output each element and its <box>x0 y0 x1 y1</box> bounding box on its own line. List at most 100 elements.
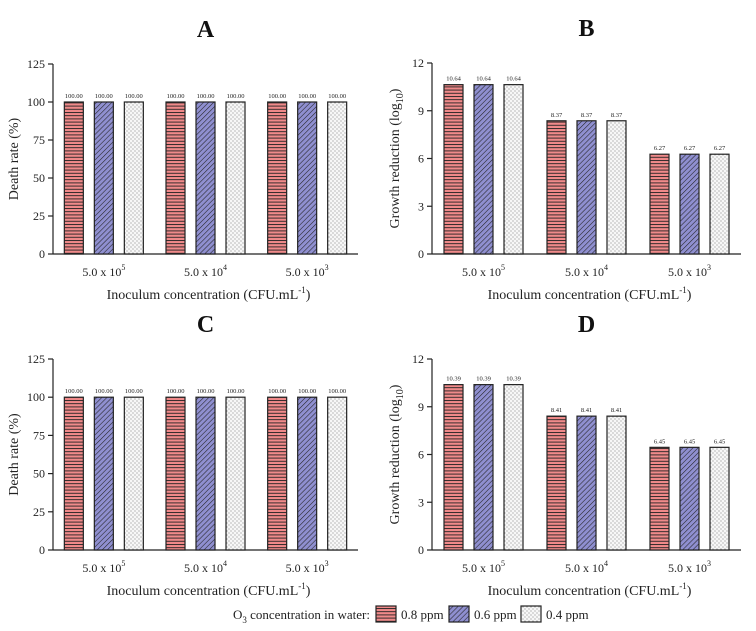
bar <box>679 153 700 255</box>
bar-data-label: 8.37 <box>551 112 563 119</box>
y-tick-label: 100 <box>27 390 45 404</box>
legend-label: 0.6 ppm <box>474 607 517 622</box>
bar-data-label: 100.00 <box>197 93 215 100</box>
bar-data-label: 100.00 <box>65 93 83 100</box>
y-tick-label: 125 <box>27 57 45 71</box>
bar <box>709 153 730 255</box>
bar <box>649 153 670 255</box>
bar-data-label: 8.41 <box>611 407 622 414</box>
y-axis-label: Growth reduction (log10) <box>388 88 406 228</box>
y-tick-label: 9 <box>418 400 424 414</box>
bar <box>267 396 288 551</box>
bar-data-label: 100.00 <box>65 388 83 395</box>
legend-label: 0.8 ppm <box>401 607 444 622</box>
bar <box>576 120 597 255</box>
bar-data-label: 100.00 <box>167 93 185 100</box>
panel-letter: A <box>197 17 215 43</box>
bar-data-label: 6.45 <box>654 438 665 445</box>
x-axis-label: Inoculum concentration (CFU.mL-1) <box>488 581 692 599</box>
y-tick-label: 3 <box>418 495 424 509</box>
bar-data-label: 100.00 <box>95 93 113 100</box>
y-tick-label: 6 <box>418 152 424 166</box>
bar <box>225 396 246 551</box>
y-axis-label: Death rate (%) <box>7 117 22 200</box>
bar <box>473 384 494 551</box>
bar-data-label: 10.39 <box>446 376 461 383</box>
bar <box>297 101 318 255</box>
bar <box>93 101 114 255</box>
y-axis-label: Growth reduction (log10) <box>388 384 406 524</box>
bar-data-label: 10.39 <box>476 376 491 383</box>
bar-data-label: 100.00 <box>298 93 316 100</box>
y-tick-label: 0 <box>39 543 45 557</box>
legend-swatch <box>520 605 542 623</box>
y-axis-label: Death rate (%) <box>7 413 22 496</box>
bar-data-label: 100.00 <box>197 388 215 395</box>
bar-data-label: 10.64 <box>446 76 461 83</box>
bar <box>503 84 524 255</box>
x-tick-label: 5.0 x 105 <box>462 559 505 575</box>
x-axis-label: Inoculum concentration (CFU.mL-1) <box>107 581 311 599</box>
bar <box>93 396 114 551</box>
bar <box>443 384 464 551</box>
bar <box>503 384 524 551</box>
bar <box>679 446 700 551</box>
bar <box>709 446 730 551</box>
x-tick-label: 5.0 x 103 <box>286 263 329 279</box>
x-tick-label: 5.0 x 103 <box>668 559 711 575</box>
x-tick-label: 5.0 x 105 <box>462 263 505 279</box>
bar <box>225 101 246 255</box>
y-tick-label: 12 <box>412 352 424 366</box>
chart-panel-b: B 0 3 6 9 12 Growth reduction (log10) 10.64 10.6… <box>388 16 741 303</box>
bar-data-label: 6.45 <box>714 438 725 445</box>
bar <box>165 101 186 255</box>
chart-panel-a: A 0 25 50 75 100 125 Death rate (%) 100.00 100.00… <box>7 17 358 303</box>
bar <box>195 101 216 255</box>
bar <box>165 396 186 551</box>
panel-letter: D <box>578 312 595 338</box>
bar <box>327 101 348 255</box>
bar-data-label: 100.00 <box>227 388 245 395</box>
bar-data-label: 100.00 <box>328 93 346 100</box>
y-tick-label: 0 <box>39 247 45 261</box>
bar-data-label: 6.45 <box>684 438 695 445</box>
bar-data-label: 100.00 <box>227 93 245 100</box>
bar <box>123 396 144 551</box>
bar-data-label: 6.27 <box>684 145 696 152</box>
legend-swatch <box>375 605 397 623</box>
y-tick-label: 25 <box>33 209 45 223</box>
legend-swatch <box>448 605 470 623</box>
y-tick-label: 0 <box>418 543 424 557</box>
bar <box>649 446 670 551</box>
bar <box>267 101 288 255</box>
bar-data-label: 100.00 <box>125 93 143 100</box>
bar-data-label: 8.37 <box>611 112 623 119</box>
bar <box>576 415 597 551</box>
legend: O3 concentration in water: 0.8 ppm 0.6 ppm… <box>233 605 589 625</box>
bar-data-label: 6.27 <box>654 145 666 152</box>
y-tick-label: 100 <box>27 95 45 109</box>
x-axis-label: Inoculum concentration (CFU.mL-1) <box>488 285 692 303</box>
bar-data-label: 10.39 <box>506 376 521 383</box>
y-tick-label: 75 <box>33 133 45 147</box>
y-tick-label: 125 <box>27 352 45 366</box>
chart-panel-c: C 0 25 50 75 100 125 Death rate (%) 100.00 100.00… <box>7 312 358 599</box>
bar-data-label: 100.00 <box>167 388 185 395</box>
y-tick-label: 6 <box>418 448 424 462</box>
bar-data-label: 8.41 <box>551 407 562 414</box>
bar <box>123 101 144 255</box>
bar-data-label: 10.64 <box>506 76 521 83</box>
y-tick-label: 12 <box>412 56 424 70</box>
x-axis-label: Inoculum concentration (CFU.mL-1) <box>107 285 311 303</box>
y-tick-label: 3 <box>418 199 424 213</box>
bar-data-label: 100.00 <box>95 388 113 395</box>
panel-letter: C <box>197 312 214 338</box>
legend-title: O3 concentration in water: <box>233 607 370 625</box>
x-tick-label: 5.0 x 103 <box>286 559 329 575</box>
bar-data-label: 100.00 <box>268 388 286 395</box>
bar-data-label: 100.00 <box>298 388 316 395</box>
bar-data-label: 10.64 <box>476 76 491 83</box>
y-tick-label: 25 <box>33 505 45 519</box>
bar <box>443 84 464 255</box>
